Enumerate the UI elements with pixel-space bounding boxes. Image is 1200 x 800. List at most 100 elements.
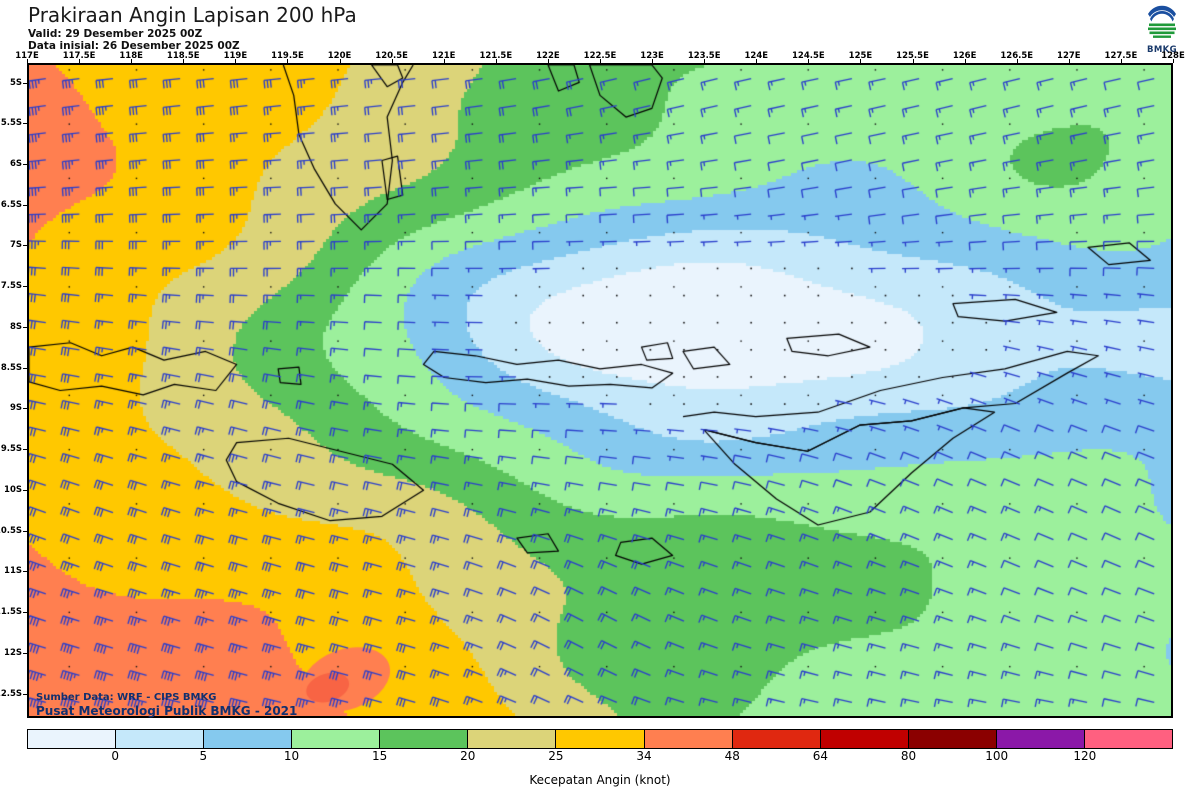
lat-tick-mark: [23, 693, 27, 695]
lon-tick-label: 122E: [536, 51, 560, 61]
page-title: Prakiraan Angin Lapisan 200 hPa: [28, 3, 357, 27]
colorbar-tick-label: 15: [371, 749, 388, 763]
lon-tick-mark: [964, 59, 966, 63]
lon-tick-mark: [756, 59, 758, 63]
colorbar-segment[interactable]: [732, 730, 821, 748]
lat-tick-mark: [23, 489, 27, 491]
lat-tick-label: 11.5S: [0, 607, 22, 618]
lon-tick-label: 123.5E: [687, 51, 721, 61]
lon-tick-label: 117E: [15, 51, 39, 61]
lon-tick-mark: [183, 59, 185, 63]
lat-tick-label: 5S: [9, 77, 22, 88]
colorbar-segment[interactable]: [820, 730, 909, 748]
colorbar-segment[interactable]: [204, 730, 293, 748]
colorbar-tick-label: 100: [985, 749, 1009, 763]
colorbar-segment[interactable]: [468, 730, 557, 748]
header-block: Prakiraan Angin Lapisan 200 hPa Valid: 2…: [28, 2, 357, 52]
lat-tick-label: 9.5S: [0, 444, 22, 455]
colorbar-segment[interactable]: [996, 730, 1085, 748]
colorbar-tick-label: 34: [636, 749, 652, 763]
publisher-label: Pusat Meteorologi Publik BMKG - 2021: [36, 704, 298, 718]
data-source-label: Sumber Data: WRF - CIPS BMKG: [36, 692, 217, 703]
lat-tick-mark: [23, 449, 27, 451]
lon-tick-mark: [1016, 59, 1018, 63]
lon-tick-mark: [547, 59, 549, 63]
lat-tick-label: 10.5S: [0, 525, 22, 536]
lat-tick-mark: [23, 408, 27, 410]
colorbar-segment[interactable]: [556, 730, 645, 748]
lat-tick-mark: [23, 612, 27, 614]
lon-tick-label: 121.5E: [479, 51, 513, 61]
colorbar-segment[interactable]: [1084, 730, 1173, 748]
lon-tick-mark: [1068, 59, 1070, 63]
lat-tick-label: 11S: [4, 566, 22, 577]
lat-tick-label: 8S: [9, 321, 22, 332]
colorbar-segment[interactable]: [380, 730, 469, 748]
lon-tick-mark: [235, 59, 237, 63]
lon-tick-mark: [652, 59, 654, 63]
lat-tick-mark: [23, 164, 27, 166]
lon-tick-label: 119.5E: [271, 51, 304, 61]
lat-tick-label: 5.5S: [0, 118, 22, 129]
lon-tick-label: 119E: [223, 51, 248, 61]
lon-tick-mark: [860, 59, 862, 63]
colorbar-tick-label: 0: [111, 749, 119, 763]
lon-tick-mark: [600, 59, 601, 63]
lon-tick-label: 120E: [327, 51, 352, 61]
colorbar-tick-label: 80: [900, 749, 917, 763]
colorbar-segment[interactable]: [116, 730, 205, 748]
lon-tick-mark: [27, 59, 28, 63]
colorbar-segment[interactable]: [292, 730, 381, 748]
lon-tick-label: 126.5E: [1000, 51, 1034, 61]
colorbar[interactable]: [27, 729, 1173, 749]
lon-tick-label: 125E: [848, 51, 873, 61]
colorbar-tick-label: 25: [548, 749, 564, 763]
lat-tick-mark: [23, 326, 27, 328]
lon-tick-label: 118E: [119, 51, 143, 61]
bmkg-logo: BMKG: [1134, 3, 1190, 55]
lon-tick-mark: [339, 59, 341, 63]
lon-tick-label: 121E: [431, 51, 456, 61]
colorbar-segment[interactable]: [644, 730, 733, 748]
colorbar-tick-label: 120: [1073, 749, 1097, 763]
lon-tick-mark: [704, 59, 706, 63]
lat-tick-mark: [23, 82, 27, 84]
lon-tick-label: 120.5E: [375, 51, 408, 61]
lon-tick-mark: [391, 59, 393, 63]
lat-tick-label: 7S: [9, 240, 22, 251]
lon-tick-mark: [287, 59, 289, 63]
lat-tick-label: 12.5S: [0, 688, 22, 699]
lat-tick-mark: [23, 652, 27, 654]
lon-tick-mark: [808, 59, 810, 63]
colorbar-segment[interactable]: [28, 730, 117, 748]
lon-tick-mark: [495, 59, 497, 63]
lat-tick-mark: [23, 367, 27, 369]
lat-tick-mark: [23, 123, 27, 125]
bmkg-logo-icon: [1147, 4, 1177, 40]
lon-tick-mark: [1173, 59, 1174, 63]
colorbar-tick-label: 20: [460, 749, 476, 763]
lon-tick-mark: [912, 59, 914, 63]
lon-tick-label: 128E: [1161, 51, 1185, 61]
initial-time-label: Data inisial: 26 Desember 2025 00Z: [28, 40, 240, 52]
lat-tick-label: 9S: [9, 403, 22, 414]
colorbar-tick-label: 48: [724, 749, 740, 763]
colorbar-tick-label: 10: [283, 749, 300, 763]
lat-tick-mark: [23, 245, 27, 247]
lon-tick-label: 117.5E: [62, 51, 96, 61]
map-canvas: [29, 65, 1171, 716]
colorbar-segment[interactable]: [908, 730, 997, 748]
lon-tick-label: 127E: [1057, 51, 1081, 61]
lat-tick-mark: [23, 571, 27, 573]
bmkg-logo-label: BMKG: [1146, 45, 1178, 55]
lat-tick-mark: [23, 286, 27, 288]
weather-map[interactable]: [27, 63, 1173, 718]
lon-tick-label: 124.5E: [792, 51, 825, 61]
lat-tick-label: 6S: [9, 159, 22, 170]
lon-tick-label: 118.5E: [166, 51, 200, 61]
lat-tick-label: 6.5S: [0, 199, 22, 210]
valid-time-label: Valid: 29 Desember 2025 00Z: [28, 28, 203, 40]
lat-tick-mark: [23, 530, 27, 532]
lat-tick-mark: [23, 204, 27, 206]
colorbar-tick-label: 5: [199, 749, 208, 763]
